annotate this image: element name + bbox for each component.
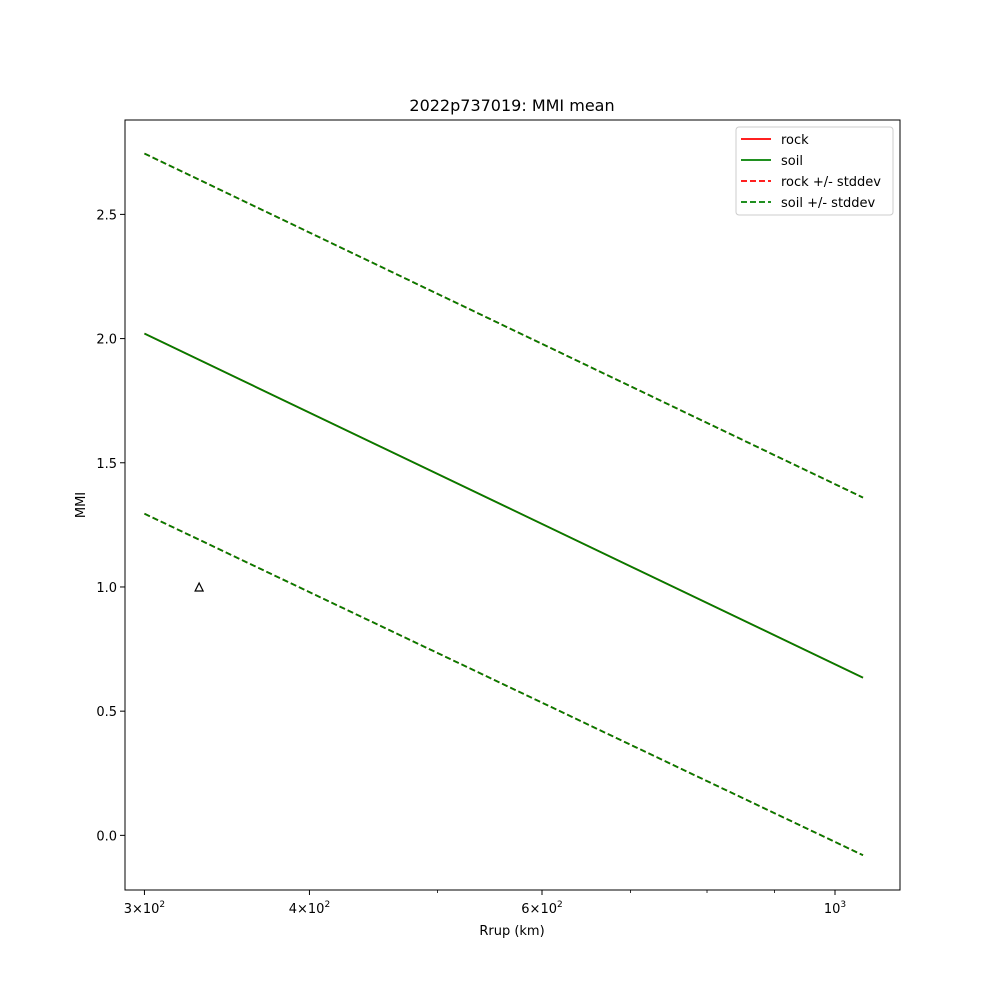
y-axis: 0.0 0.5 1.0 1.5 2.0 2.5 — [96, 208, 125, 844]
series-soil-line — [144, 332, 864, 679]
y-tick-label: 2.5 — [96, 208, 117, 223]
points-layer — [194, 581, 205, 592]
x-axis: 3×102 4×102 6×102 103 — [124, 890, 846, 917]
series-soil-stddev-lower-line — [144, 512, 864, 857]
legend-box — [735, 126, 894, 216]
y-tick-label: 2.0 — [96, 333, 117, 348]
x-tick-label: 6×102 — [521, 900, 562, 917]
legend-entry-label: soil +/- stddev — [781, 196, 876, 211]
y-tick-label: 1.5 — [96, 457, 117, 472]
legend-entry-label: soil — [781, 154, 803, 169]
x-tick-label: 3×102 — [124, 900, 165, 917]
series-layer — [144, 152, 864, 857]
plot-area — [125, 120, 900, 890]
y-axis-label: MMI — [74, 492, 89, 518]
plot-frame — [124, 119, 901, 891]
y-tick-label: 0.0 — [96, 829, 117, 844]
observation-triangle-marker — [194, 581, 205, 592]
y-tick-label: 1.0 — [96, 581, 117, 596]
legend: rock soil rock +/- stddev soil +/- stddev — [735, 126, 894, 216]
series-soil-stddev-line — [144, 152, 864, 499]
legend-entry-label: rock +/- stddev — [781, 175, 881, 190]
x-tick-label: 4×102 — [289, 900, 330, 917]
chart-title: 2022p737019: MMI mean — [409, 96, 614, 115]
x-tick-label: 103 — [824, 900, 846, 917]
y-tick-label: 0.5 — [96, 705, 117, 720]
legend-entry-label: rock — [781, 133, 809, 148]
x-axis-label: Rrup (km) — [479, 924, 544, 939]
